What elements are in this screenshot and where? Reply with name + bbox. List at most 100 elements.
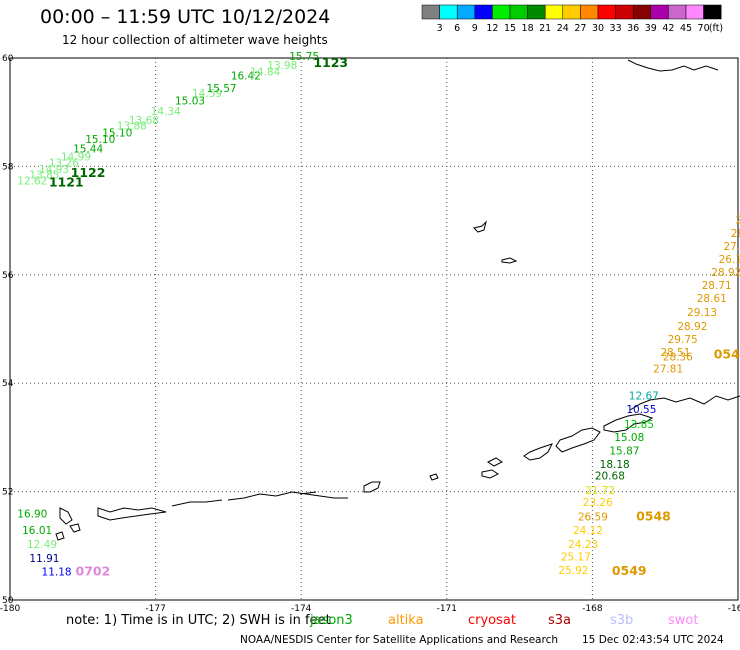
wave-height-value: 14.93 [39, 164, 69, 176]
wave-height-value: 29.13 [687, 307, 717, 319]
coastline-unimak [603, 413, 654, 433]
colorbar-label: 27 [574, 23, 586, 34]
map-axes: -180 -177 -174 -171 -168 -165 50 52 54 56 58 60 [0, 54, 740, 614]
lat-tick-label: 54 [2, 379, 14, 389]
wave-height-value: 28 [731, 228, 740, 240]
wave-height-value: 15.87 [609, 446, 639, 458]
colorbar-swatch [703, 4, 722, 20]
wave-height-value: 16.01 [22, 525, 52, 537]
colorbar-label: 21 [539, 23, 551, 34]
wave-height-value: 15.08 [614, 432, 644, 444]
coastline-umnak [523, 443, 553, 461]
satellite-legend-item: jason3 [310, 613, 353, 628]
satellite-legend-item: cryosat [468, 613, 516, 628]
wave-height-value: 15.57 [207, 83, 237, 95]
footer-note: note: 1) Time is in UTC; 2) SWH is in fe… [66, 613, 331, 628]
wave-height-value: 20.68 [595, 471, 625, 483]
lat-tick-label: 56 [2, 271, 14, 281]
colorbar-label: 39 [645, 23, 657, 34]
wave-height-value: 28.51 [660, 347, 690, 359]
colorbar-label: 6 [454, 23, 460, 34]
pass-time-label: 1122 [71, 165, 106, 180]
pass-time-label: 0549 [612, 563, 647, 578]
wave-height-value: 16.90 [17, 509, 47, 521]
lat-tick-label: 58 [2, 162, 14, 172]
wave-height-value: 26.13 [719, 254, 740, 266]
wave-height-value: 16.42 [231, 71, 261, 83]
colorbar-label: 70 [698, 23, 710, 34]
pass-time-label: 0702 [76, 564, 111, 579]
wave-height-value: 28.92 [677, 321, 707, 333]
wave-height-value: 29.75 [668, 334, 698, 346]
island-islands-of-four-mountains [481, 457, 503, 479]
pass-time-label: 0548 [636, 508, 671, 523]
coastline [55, 59, 740, 541]
wave-height-value: 28.92 [711, 267, 740, 279]
coastline-near-islands [55, 507, 81, 541]
satellite-legend-item: swot [668, 613, 699, 628]
island-amukta [429, 473, 439, 481]
pass-time-label: 1121 [49, 174, 84, 189]
footer-timestamp: 15 Dec 02:43:54 UTC 2024 [582, 634, 724, 646]
colorbar-unit: (ft) [709, 23, 723, 34]
wave-height-value: 13.88 [117, 121, 147, 133]
map-frame [9, 57, 739, 601]
coastline-peninsula [629, 395, 740, 411]
lon-tick-label: -171 [437, 604, 457, 614]
satellite-legend-item: altika [388, 613, 424, 628]
coastline-alaska-north [627, 59, 719, 72]
island-atka [363, 481, 381, 493]
color-legend: 3 6 9 12 15 18 21 24 27 30 33 36 39 42 45 70 (ft) [421, 4, 723, 34]
wave-height-value: 15.44 [73, 143, 103, 155]
lat-tick-label: 60 [2, 54, 14, 64]
wave-height-value: 21.72 [585, 485, 615, 497]
lon-tick-label: -177 [145, 604, 165, 614]
pass-time-label: 1123 [313, 55, 348, 70]
colorbar-label: 33 [610, 23, 622, 34]
coastline-rat-islands [97, 507, 167, 521]
wave-height-value: 14.99 [61, 151, 91, 163]
wave-height-value: 27.1 [723, 241, 740, 253]
wave-height-value: 13.85 [624, 419, 654, 431]
pass-time-label: 0547 [714, 346, 740, 361]
wave-height-value: 14.84 [250, 66, 280, 78]
wave-height-value: 13.98 [267, 60, 297, 72]
wave-height-value: 26 [736, 214, 740, 226]
wave-height-value: 23.26 [583, 497, 613, 509]
wave-height-value: 28.61 [697, 293, 727, 305]
wave-height-value: 12.67 [629, 390, 659, 402]
wave-height-value: 15.10 [85, 134, 115, 146]
wave-height-value: 28.36 [663, 351, 693, 363]
coastline-andreanof [227, 491, 348, 501]
colorbar-label: 9 [472, 23, 478, 34]
lat-tick-label: 52 [2, 488, 13, 498]
lon-tick-label: -165 [728, 604, 740, 614]
wave-height-value: 18.18 [600, 459, 630, 471]
wave-height-value: 12.49 [27, 539, 57, 551]
colorbar-label: 45 [680, 23, 692, 34]
colorbar-label: 24 [557, 23, 569, 34]
island-stgeorge [473, 220, 487, 233]
lon-tick-label: -174 [291, 604, 312, 614]
colorbar-label: 15 [504, 23, 516, 34]
wave-height-value: 11.18 [42, 567, 72, 579]
footer-credit: NOAA/NESDIS Center for Satellite Applica… [240, 634, 558, 646]
wave-height-value: 11.91 [29, 553, 59, 565]
colorbar-label: 42 [662, 23, 674, 34]
wave-height-value: 27.81 [653, 363, 683, 375]
wave-height-value: 25.92 [558, 565, 588, 577]
island-stpaul [501, 257, 518, 264]
lon-tick-label: -180 [0, 604, 20, 614]
wave-height-value: 10.55 [626, 404, 656, 416]
satellite-legend-item: s3a [548, 613, 572, 628]
lon-tick-label: -168 [582, 604, 603, 614]
wave-height-value: 12.62 [17, 175, 47, 187]
wave-height-value: 14.34 [151, 106, 181, 118]
wave-height-value: 13.85 [29, 169, 59, 181]
colorbar-label: 12 [486, 23, 498, 34]
wave-height-value: 14.59 [192, 88, 222, 100]
colorbar-label: 36 [627, 23, 639, 34]
colorbar-label: 30 [592, 23, 604, 34]
